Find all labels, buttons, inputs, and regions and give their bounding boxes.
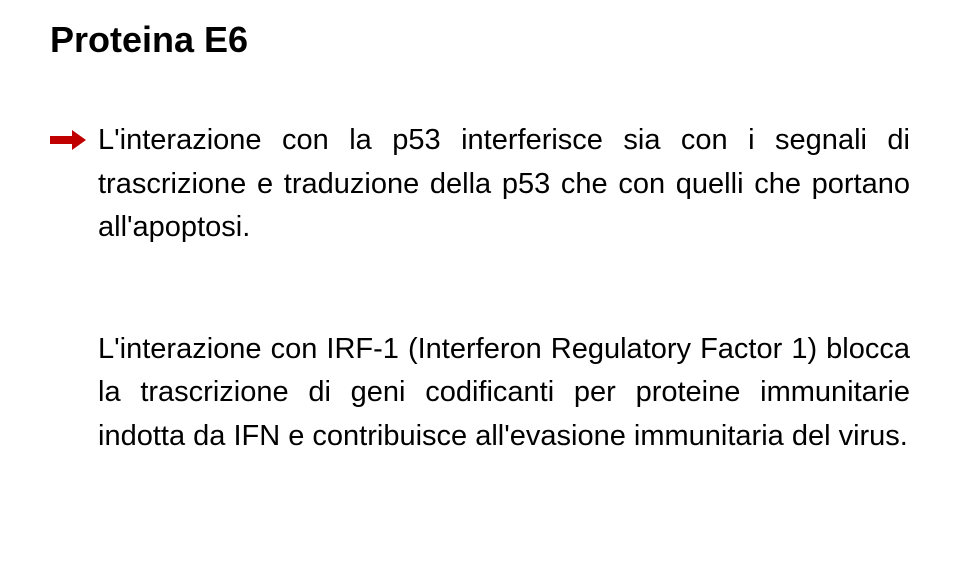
arrow-icon	[50, 129, 86, 151]
paragraph-1: L'interazione con la p53 interferisce si…	[98, 124, 910, 243]
bullet-block-2: L'interazione con IRF-1 (Interferon Regu…	[50, 328, 910, 459]
slide: Proteina E6 L'interazione con la p53 int…	[0, 0, 960, 576]
bullet-block-1: L'interazione con la p53 interferisce si…	[50, 119, 910, 250]
paragraph-2: L'interazione con IRF-1 (Interferon Regu…	[98, 333, 910, 452]
slide-title: Proteina E6	[50, 18, 910, 61]
